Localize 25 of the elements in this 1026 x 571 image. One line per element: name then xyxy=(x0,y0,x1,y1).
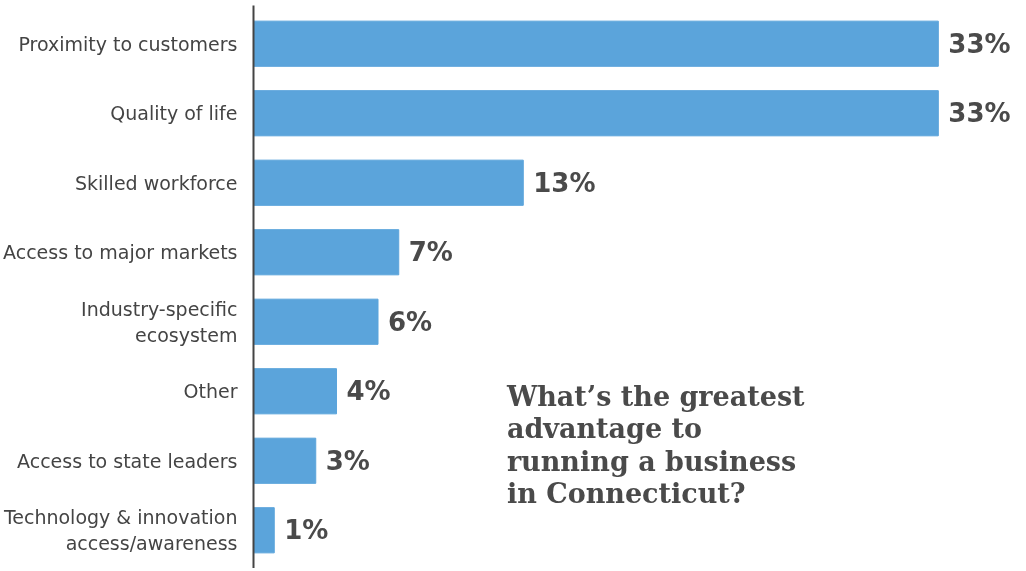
y-tick-label: Access to state leaders xyxy=(17,449,238,472)
bar xyxy=(253,159,524,206)
data-label: 1% xyxy=(284,515,329,546)
y-tick-label: Skilled workforce xyxy=(74,171,238,194)
y-tick-label: Access to major markets xyxy=(3,241,238,264)
y-tick-label: Technology & innovation access/awareness xyxy=(2,506,238,555)
bar xyxy=(253,298,379,345)
data-label: 6% xyxy=(388,306,433,337)
y-tick-label: Proximity to customers xyxy=(18,32,238,55)
data-label: 33% xyxy=(948,28,1011,59)
data-label: 13% xyxy=(533,167,596,198)
bar xyxy=(253,507,275,554)
y-tick-label: Quality of life xyxy=(110,102,238,125)
y-tick-label: Other xyxy=(183,380,238,403)
bar xyxy=(253,437,317,484)
bar xyxy=(253,20,939,67)
data-label: 4% xyxy=(346,376,391,407)
data-label: 7% xyxy=(408,237,453,268)
bar xyxy=(253,90,939,137)
bar xyxy=(253,368,338,415)
data-label: 3% xyxy=(325,445,370,476)
bar xyxy=(253,229,400,276)
y-tick-label: Industry-specific ecosystem xyxy=(81,297,238,346)
text: What’s the greatest advantage to running a business in Connecticut? xyxy=(505,380,806,510)
data-label: 33% xyxy=(948,98,1011,129)
